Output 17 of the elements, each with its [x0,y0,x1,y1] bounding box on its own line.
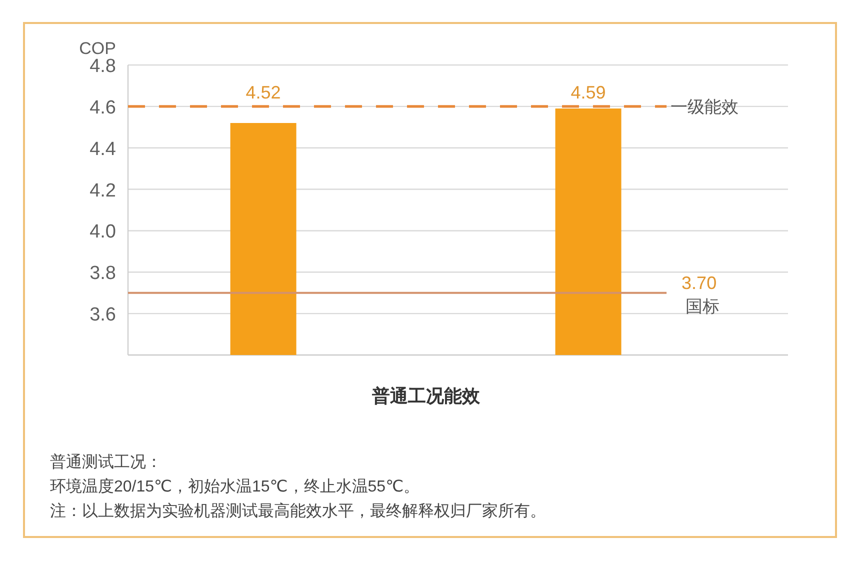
y-tick-label: 4.0 [90,222,116,243]
text: 环境温度20/15℃，初始水温15℃，终止水温55℃。 [50,478,420,496]
annotation: 3.70 [682,272,717,293]
ref-line-label: 一级能效 [670,97,739,116]
y-tick-label: 4.4 [90,138,116,160]
text: 注：以上数据为实验机器测试最高能效水平，最终解释权归厂家所有。 [50,502,546,520]
ref-line-label: 国标 [686,296,720,316]
y-axis-title: COP [79,39,116,58]
y-tick-label: 4.6 [90,97,116,118]
y-tick-label: 4.2 [90,180,116,202]
data-label: 4.52 [246,82,281,102]
y-tick-label: 3.6 [90,304,116,326]
y-tick-label: 3.8 [90,263,116,284]
x-axis-title: 普通工况能效 [370,386,481,406]
text: 普通测试工况： [50,453,162,471]
data-label: 4.59 [570,82,606,102]
y-tick-label: 4.8 [90,56,116,77]
